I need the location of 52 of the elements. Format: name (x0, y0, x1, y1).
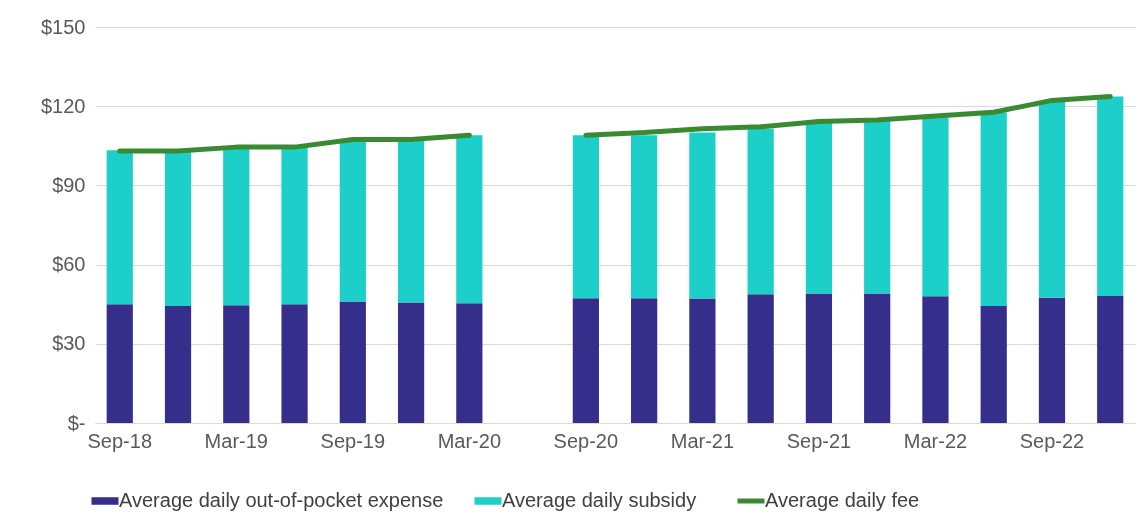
bar (747, 128, 774, 295)
bar (805, 293, 833, 423)
bar (689, 132, 716, 299)
x-tick-label: Mar-19 (204, 429, 268, 452)
bar (689, 298, 716, 423)
bar (106, 150, 133, 305)
x-tick-label: Sep-22 (1019, 429, 1085, 452)
bar (164, 151, 192, 307)
y-tick-label: $30 (52, 332, 86, 355)
bar (980, 306, 1007, 423)
y-tick-label: $120 (41, 94, 86, 117)
bar (922, 116, 949, 297)
bar (281, 304, 308, 423)
bar (572, 298, 599, 423)
bar (397, 302, 425, 423)
x-tick-label: Sep-19 (320, 429, 386, 452)
bar (456, 135, 483, 304)
bar (456, 303, 483, 423)
legend-label: Average daily fee (765, 489, 920, 511)
x-tick-label: Mar-21 (670, 429, 735, 452)
bar (281, 147, 308, 305)
bar (164, 306, 192, 423)
x-tick-label: Mar-20 (437, 429, 502, 452)
bar (223, 147, 250, 306)
y-tick-label: $60 (52, 253, 86, 276)
y-tick-label: $90 (52, 173, 86, 196)
bar (631, 135, 658, 299)
x-tick-label: Mar-22 (903, 429, 968, 452)
bar (1097, 96, 1124, 297)
bar (1038, 101, 1066, 298)
bar (397, 140, 425, 303)
bar (1097, 296, 1124, 423)
bar (339, 301, 366, 423)
bar (106, 304, 133, 423)
legend-label: Average daily out-of-pocket expense (119, 489, 444, 511)
bar (864, 120, 891, 294)
bar (805, 122, 833, 294)
x-tick-label: Sep-20 (553, 429, 619, 452)
bar (980, 112, 1007, 307)
bar (1038, 297, 1066, 423)
bar (631, 298, 658, 423)
y-tick-label: $150 (41, 15, 86, 38)
bar (339, 140, 366, 302)
y-tick-label: $- (67, 411, 86, 434)
bar (223, 305, 250, 423)
bar (922, 296, 949, 423)
bar (572, 135, 599, 299)
bar (864, 293, 891, 423)
x-tick-label: Sep-21 (786, 429, 852, 452)
bar (747, 294, 774, 423)
legend-label: Average daily subsidy (502, 489, 697, 511)
x-tick-label: Sep-18 (87, 429, 153, 452)
